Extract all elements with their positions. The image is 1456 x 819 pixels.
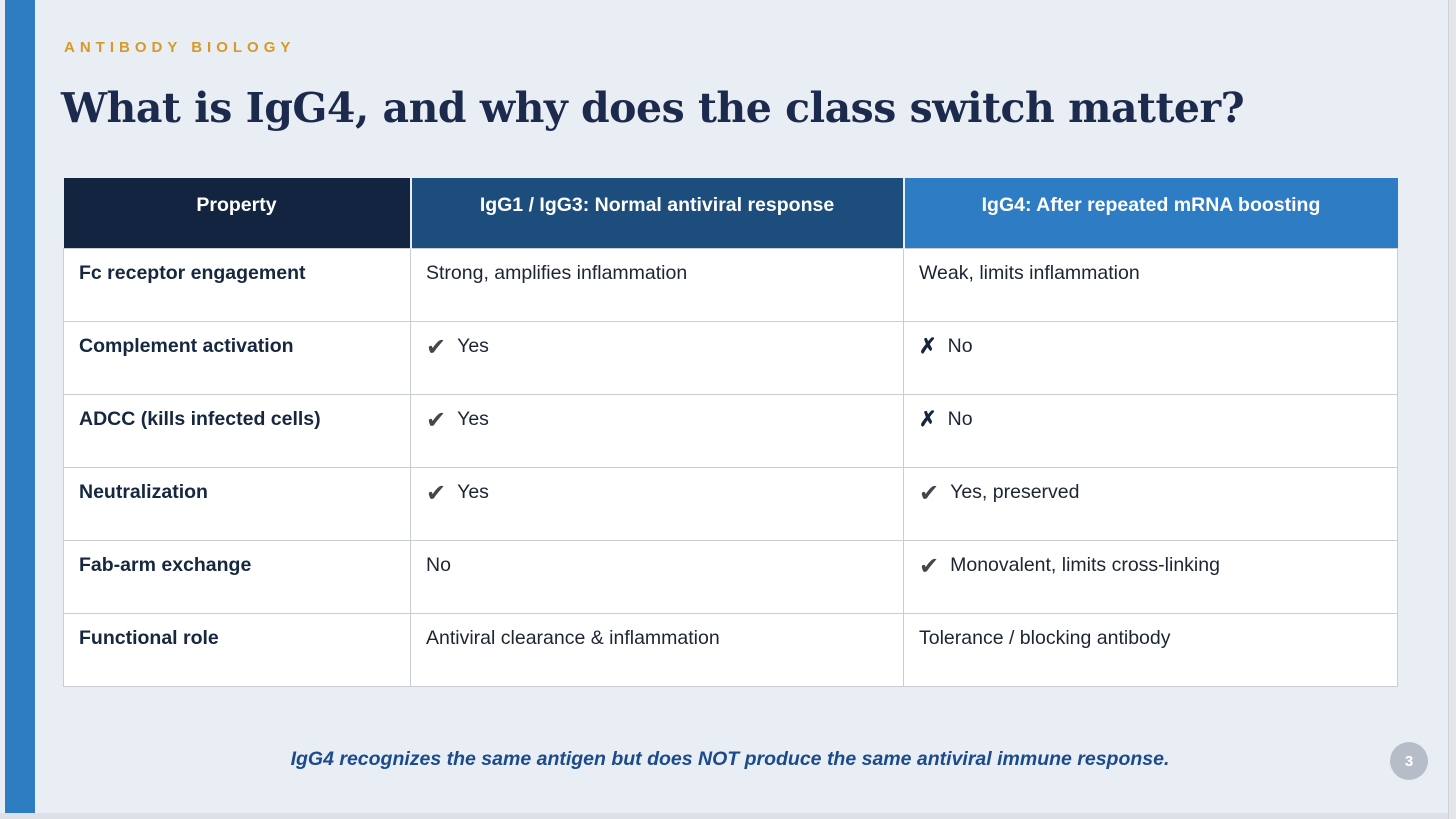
check-icon: ✔ [426, 479, 447, 507]
igg1-igg3-cell: No [410, 539, 904, 614]
table-row: Functional role Antiviral clearance & inf… [63, 612, 1398, 687]
cell-text: Tolerance / blocking antibody [919, 626, 1171, 649]
comparison-table: Property IgG1 / IgG3: Normal antiviral r… [63, 178, 1398, 687]
page-number-badge: 3 [1390, 742, 1428, 780]
property-cell: Functional role [63, 612, 411, 687]
igg4-cell: Weak, limits inflammation [903, 247, 1398, 322]
cell-text: No [426, 553, 451, 576]
cell-text: No [947, 407, 973, 430]
check-icon: ✔ [919, 479, 940, 507]
igg1-igg3-cell: ✔ Yes [410, 320, 904, 395]
table-header: Property IgG1 / IgG3: Normal antiviral r… [63, 178, 1398, 248]
cell-text: Strong, amplifies inflammation [426, 261, 688, 284]
property-cell: Complement activation [63, 320, 411, 395]
igg4-cell: ✔ Monovalent, limits cross-linking [903, 539, 1398, 614]
property-cell: ADCC (kills infected cells) [63, 393, 411, 468]
header-row: Property IgG1 / IgG3: Normal antiviral r… [63, 178, 1398, 248]
igg1-igg3-cell: ✔ Yes [410, 393, 904, 468]
check-icon: ✔ [919, 552, 940, 580]
igg4-cell: ✔ Yes, preserved [903, 466, 1398, 541]
cell-text: Yes [457, 334, 489, 357]
slide-title: What is IgG4, and why does the class swi… [61, 84, 1245, 132]
cell-text: Monovalent, limits cross-linking [950, 553, 1220, 576]
cell-text: No [947, 334, 973, 357]
cell-text: Yes [457, 480, 489, 503]
igg1-igg3-cell: ✔ Yes [410, 466, 904, 541]
cell-text: Yes [457, 407, 489, 430]
cell-text: Weak, limits inflammation [919, 261, 1140, 284]
column-header-property: Property [63, 178, 411, 248]
table-body: Fc receptor engagement Strong, amplifies … [63, 247, 1398, 687]
table-row: Neutralization ✔ Yes ✔ Yes, preserved [63, 466, 1398, 541]
cell-text: Antiviral clearance & inflammation [426, 626, 720, 649]
check-icon: ✔ [426, 406, 447, 434]
eyebrow-label: ANTIBODY BIOLOGY [64, 39, 296, 56]
cell-text: Yes, preserved [950, 480, 1080, 503]
column-header-igg4: IgG4: After repeated mRNA boosting [902, 178, 1398, 248]
cross-icon: ✗ [919, 334, 937, 358]
footer-takeaway-text: IgG4 recognizes the same antigen but doe… [290, 748, 1170, 770]
igg4-cell: ✗ No [903, 393, 1398, 468]
table-row: Fc receptor engagement Strong, amplifies … [63, 247, 1398, 322]
property-cell: Neutralization [63, 466, 411, 541]
left-accent-bar [5, 0, 35, 813]
table-row: ADCC (kills infected cells) ✔ Yes ✗ No [63, 393, 1398, 468]
igg1-igg3-cell: Strong, amplifies inflammation [410, 247, 904, 322]
table-row: Fab-arm exchange No ✔ Monovalent, limits cr… [63, 539, 1398, 614]
column-header-igg1-igg3: IgG1 / IgG3: Normal antiviral response [409, 178, 904, 248]
right-page-gutter [1448, 0, 1456, 819]
igg1-igg3-cell: Antiviral clearance & inflammation [410, 612, 904, 687]
check-icon: ✔ [426, 333, 447, 361]
table-row: Complement activation ✔ Yes ✗ No [63, 320, 1398, 395]
property-cell: Fc receptor engagement [63, 247, 411, 322]
igg4-cell: Tolerance / blocking antibody [903, 612, 1398, 687]
igg4-cell: ✗ No [903, 320, 1398, 395]
bottom-page-gutter [0, 813, 1448, 819]
property-cell: Fab-arm exchange [63, 539, 411, 614]
cross-icon: ✗ [919, 407, 937, 431]
